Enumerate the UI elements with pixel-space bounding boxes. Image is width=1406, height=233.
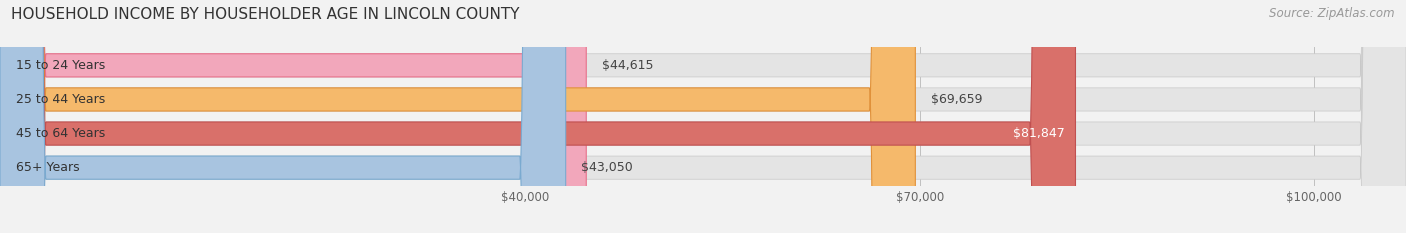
Text: $43,050: $43,050 (582, 161, 633, 174)
Text: 15 to 24 Years: 15 to 24 Years (15, 59, 105, 72)
Text: 45 to 64 Years: 45 to 64 Years (15, 127, 105, 140)
Text: $81,847: $81,847 (1014, 127, 1064, 140)
Text: HOUSEHOLD INCOME BY HOUSEHOLDER AGE IN LINCOLN COUNTY: HOUSEHOLD INCOME BY HOUSEHOLDER AGE IN L… (11, 7, 520, 22)
Text: 65+ Years: 65+ Years (15, 161, 79, 174)
FancyBboxPatch shape (0, 0, 915, 233)
FancyBboxPatch shape (0, 0, 586, 233)
FancyBboxPatch shape (0, 0, 565, 233)
Text: $69,659: $69,659 (931, 93, 983, 106)
Text: 25 to 44 Years: 25 to 44 Years (15, 93, 105, 106)
FancyBboxPatch shape (0, 0, 1076, 233)
Text: $44,615: $44,615 (602, 59, 654, 72)
Text: Source: ZipAtlas.com: Source: ZipAtlas.com (1270, 7, 1395, 20)
